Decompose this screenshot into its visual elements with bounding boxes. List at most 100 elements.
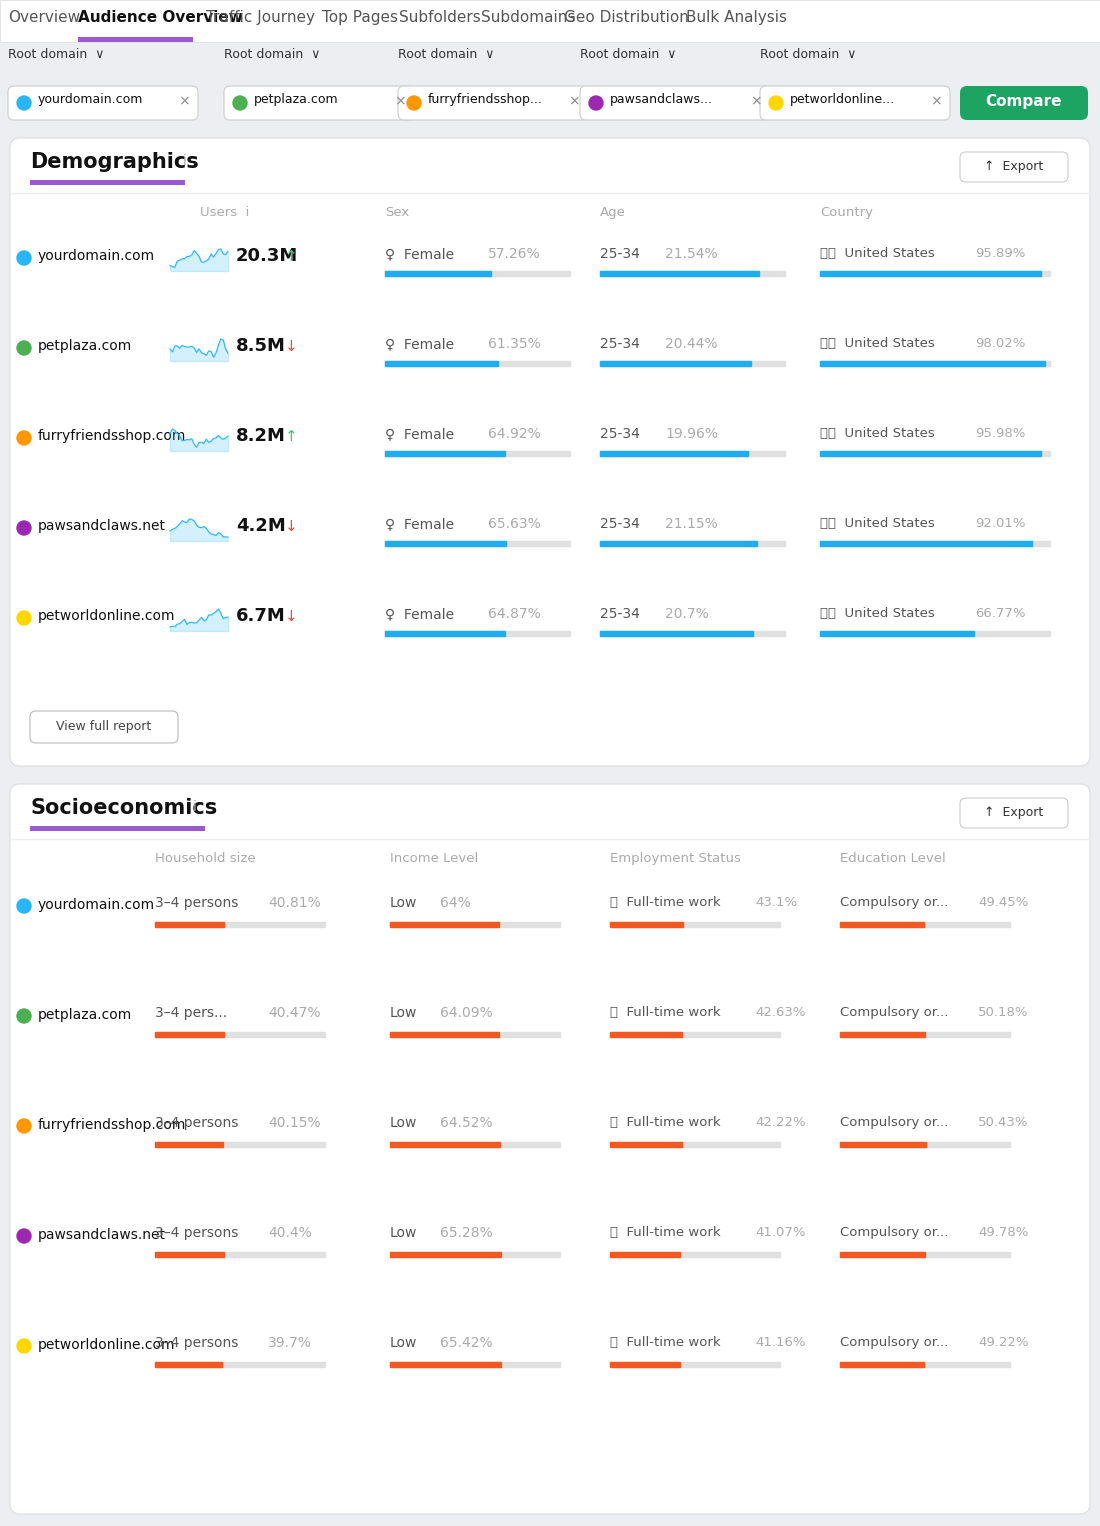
Text: ↑  Export: ↑ Export — [984, 160, 1044, 172]
Text: 42.22%: 42.22% — [755, 1116, 805, 1129]
Text: 🏢  Full-time work: 🏢 Full-time work — [610, 1335, 720, 1349]
Text: Compulsory or...: Compulsory or... — [840, 1225, 948, 1239]
Text: 42.63%: 42.63% — [755, 1006, 805, 1019]
Text: Socioeconomics: Socioeconomics — [30, 798, 218, 818]
Bar — [155, 1141, 223, 1148]
Text: 40.4%: 40.4% — [268, 1225, 311, 1241]
Text: 40.81%: 40.81% — [268, 896, 321, 909]
Text: ×: × — [178, 95, 190, 108]
Text: 8.5M: 8.5M — [236, 337, 286, 356]
Circle shape — [16, 1119, 31, 1132]
Text: Root domain  ∨: Root domain ∨ — [760, 47, 857, 61]
Text: 61.35%: 61.35% — [488, 337, 541, 351]
Bar — [155, 922, 324, 926]
Text: Compare: Compare — [986, 95, 1063, 108]
Text: 50.43%: 50.43% — [978, 1116, 1028, 1129]
Text: ♀  Female: ♀ Female — [385, 427, 454, 441]
Bar — [155, 1032, 324, 1038]
Bar — [820, 272, 1050, 276]
Text: Compulsory or...: Compulsory or... — [840, 1116, 948, 1129]
Text: 3–4 pers...: 3–4 pers... — [155, 1006, 227, 1019]
Text: 64.52%: 64.52% — [440, 1116, 493, 1129]
Text: 64.92%: 64.92% — [488, 427, 541, 441]
Text: furryfriendsshop.com: furryfriendsshop.com — [39, 1119, 186, 1132]
Bar — [840, 922, 1010, 926]
Bar — [385, 542, 570, 546]
Text: 🏢  Full-time work: 🏢 Full-time work — [610, 896, 720, 909]
Bar — [390, 1032, 560, 1038]
Text: Traffic Journey: Traffic Journey — [207, 11, 316, 24]
Text: 🇺🇸  United States: 🇺🇸 United States — [820, 427, 935, 439]
Text: Compulsory or...: Compulsory or... — [840, 1006, 948, 1019]
Text: Low: Low — [390, 1335, 417, 1351]
Bar — [0, 43, 1100, 130]
Bar — [610, 1251, 680, 1257]
Text: ↓: ↓ — [285, 519, 298, 534]
Bar — [390, 1032, 499, 1038]
Text: 25-34: 25-34 — [600, 607, 640, 621]
Bar — [600, 272, 759, 276]
Text: 64.87%: 64.87% — [488, 607, 541, 621]
Bar — [840, 1363, 924, 1367]
Circle shape — [16, 899, 31, 913]
Text: Low: Low — [390, 1116, 417, 1129]
Text: yourdomain.com: yourdomain.com — [39, 249, 155, 262]
Bar — [610, 1251, 780, 1257]
Circle shape — [16, 610, 31, 626]
Text: Users  i: Users i — [200, 206, 250, 220]
Text: 40.15%: 40.15% — [268, 1116, 320, 1129]
Text: Root domain  ∨: Root domain ∨ — [8, 47, 104, 61]
Bar — [390, 1141, 560, 1148]
Text: ×: × — [750, 95, 762, 108]
Bar — [390, 1363, 502, 1367]
Circle shape — [16, 96, 31, 110]
Text: 🇺🇸  United States: 🇺🇸 United States — [820, 247, 935, 259]
Text: Subfolders: Subfolders — [398, 11, 481, 24]
FancyBboxPatch shape — [960, 798, 1068, 829]
Bar — [385, 452, 505, 456]
Text: furryfriendsshop.com: furryfriendsshop.com — [39, 429, 186, 443]
Bar — [155, 1251, 223, 1257]
FancyBboxPatch shape — [30, 711, 178, 743]
Bar — [385, 452, 570, 456]
Bar — [390, 1141, 499, 1148]
Text: 39.7%: 39.7% — [268, 1335, 312, 1351]
FancyBboxPatch shape — [760, 85, 950, 121]
Text: ×: × — [394, 95, 406, 108]
Text: 64%: 64% — [440, 896, 471, 909]
Circle shape — [16, 430, 31, 446]
Text: ↑: ↑ — [285, 429, 298, 444]
Bar — [840, 1251, 1010, 1257]
Bar — [385, 272, 570, 276]
Bar — [840, 1251, 925, 1257]
Text: Overview: Overview — [8, 11, 80, 24]
Text: 20.7%: 20.7% — [666, 607, 708, 621]
FancyBboxPatch shape — [398, 85, 588, 121]
Text: 19.96%: 19.96% — [666, 427, 718, 441]
Bar — [155, 1032, 223, 1038]
Text: Country: Country — [820, 206, 873, 220]
Bar — [600, 362, 751, 366]
FancyBboxPatch shape — [8, 85, 198, 121]
Text: 20.3M: 20.3M — [236, 247, 298, 266]
Bar — [0, 0, 1100, 43]
Bar — [155, 1363, 222, 1367]
Text: Demographics: Demographics — [30, 153, 199, 172]
Bar — [390, 1251, 560, 1257]
Bar — [820, 452, 1041, 456]
Bar — [820, 362, 1045, 366]
Text: Low: Low — [390, 896, 417, 909]
Text: 3–4 persons: 3–4 persons — [155, 1116, 239, 1129]
Text: ↑  Export: ↑ Export — [984, 806, 1044, 819]
Text: 8.2M: 8.2M — [236, 427, 286, 446]
Circle shape — [16, 1338, 31, 1354]
Text: 65.28%: 65.28% — [440, 1225, 493, 1241]
FancyBboxPatch shape — [224, 85, 414, 121]
Text: 🏢  Full-time work: 🏢 Full-time work — [610, 1006, 720, 1019]
Text: Compulsory or...: Compulsory or... — [840, 896, 948, 909]
Bar — [840, 1141, 1010, 1148]
Text: 20.44%: 20.44% — [666, 337, 717, 351]
Text: 🏢  Full-time work: 🏢 Full-time work — [610, 1116, 720, 1129]
Bar — [155, 1141, 324, 1148]
Text: pawsandclaws.net: pawsandclaws.net — [39, 1228, 166, 1242]
